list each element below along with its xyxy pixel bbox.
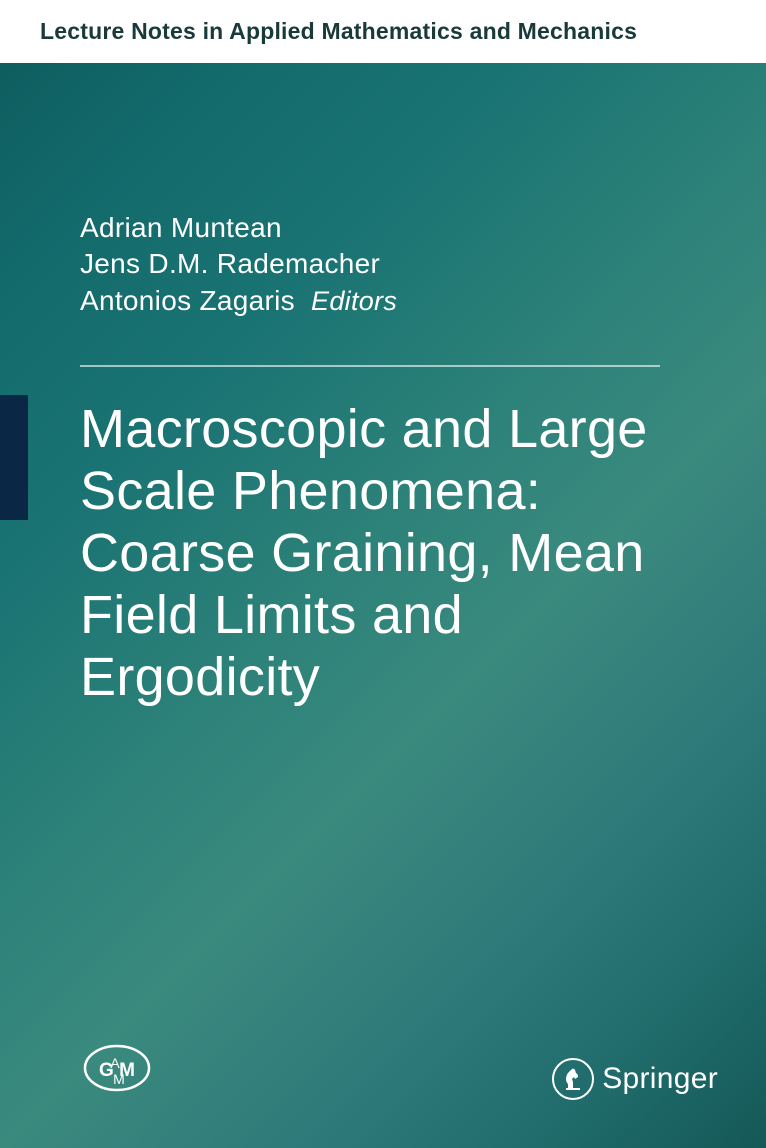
gamm-logo-icon: G M A M <box>80 1040 154 1100</box>
editor-name: Antonios Zagaris Editors <box>80 283 397 319</box>
editors-block: Adrian Muntean Jens D.M. Rademacher Anto… <box>80 210 397 319</box>
book-cover: Lecture Notes in Applied Mathematics and… <box>0 0 766 1148</box>
series-bar: Lecture Notes in Applied Mathematics and… <box>0 0 766 63</box>
springer-logo: Springer <box>552 1058 718 1100</box>
book-title: Macroscopic and Large Scale Phenomena: C… <box>80 398 700 708</box>
editor-name-text: Antonios Zagaris <box>80 285 295 316</box>
series-title: Lecture Notes in Applied Mathematics and… <box>40 18 637 44</box>
divider-line <box>80 365 660 367</box>
svg-text:M: M <box>113 1071 125 1087</box>
editors-label: Editors <box>311 286 397 316</box>
chess-knight-icon <box>559 1065 587 1093</box>
logos-row: G M A M Springer <box>80 1040 718 1100</box>
editor-name: Jens D.M. Rademacher <box>80 246 397 282</box>
gamm-logo: G M A M <box>80 1040 154 1100</box>
editor-name: Adrian Muntean <box>80 210 397 246</box>
svg-text:A: A <box>110 1055 120 1071</box>
springer-horse-icon <box>552 1058 594 1100</box>
side-tab <box>0 395 28 520</box>
publisher-name: Springer <box>602 1062 718 1096</box>
